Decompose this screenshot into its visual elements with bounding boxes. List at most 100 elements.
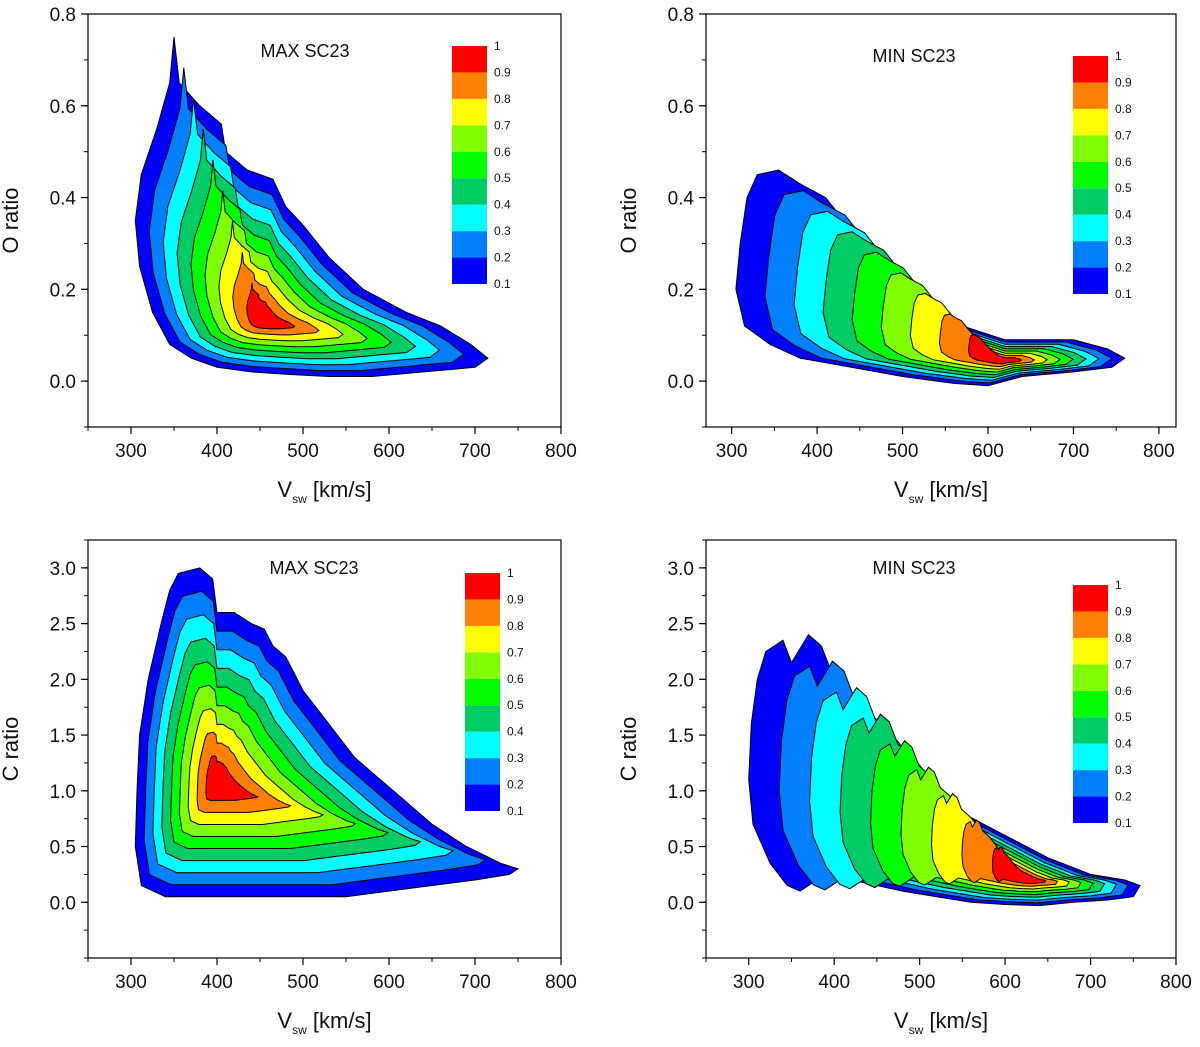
contour-layer xyxy=(134,36,489,377)
legend-swatch-0.4 xyxy=(452,178,487,205)
legend-label: 0.7 xyxy=(1115,128,1132,142)
contour-layer xyxy=(748,633,1141,907)
x-tick-label: 300 xyxy=(115,972,147,993)
contour-band-0.9 xyxy=(991,845,1047,885)
legend-swatch-0.8 xyxy=(465,599,500,626)
x-tick-label: 400 xyxy=(201,972,233,993)
y-tick-label: 0.0 xyxy=(50,372,76,393)
legend-label: 1 xyxy=(507,566,514,580)
legend-label: 1 xyxy=(1115,49,1122,63)
legend-label: 0.5 xyxy=(507,698,524,712)
y-tick-label: 0.6 xyxy=(668,97,694,118)
legend-swatch-0.1 xyxy=(452,257,487,284)
legend-label: 0.2 xyxy=(494,251,511,265)
legend-swatch-0.1 xyxy=(1073,267,1108,294)
x-tick-label: 500 xyxy=(287,441,319,462)
y-tick-label: 2.0 xyxy=(668,670,694,691)
legend-swatch-0.9 xyxy=(1073,56,1108,83)
x-tick-label: 600 xyxy=(989,972,1021,993)
legend-label: 0.9 xyxy=(494,65,511,79)
x-tick-label: 800 xyxy=(545,972,577,993)
legend-swatch-0.6 xyxy=(1073,664,1108,691)
contour-layer xyxy=(134,567,520,898)
x-axis-label-sub: sw xyxy=(292,1023,307,1037)
legend: 0.1 0.2 0.3 0.4 0.5 0.6 0.7 0.8 0.9 1 xyxy=(452,39,511,291)
x-axis-label-unit: [km/s] xyxy=(307,1008,372,1033)
legend-swatch-0.2 xyxy=(1073,241,1108,268)
x-tick-label: 700 xyxy=(459,441,491,462)
legend-label: 0.9 xyxy=(1115,75,1132,89)
y-tick-label: 2.5 xyxy=(668,615,694,636)
contour-band-0.9 xyxy=(967,334,1023,365)
contour-band-0.9 xyxy=(246,282,296,330)
x-axis-label: Vsw [km/s] xyxy=(277,477,371,506)
x-tick-label: 400 xyxy=(801,441,833,462)
plot-frame xyxy=(705,13,1177,428)
legend-label: 0.6 xyxy=(494,145,511,159)
y-tick-label: 0.0 xyxy=(50,893,76,914)
y-tick-label: 0.6 xyxy=(50,97,76,118)
legend-swatch-0.7 xyxy=(465,625,500,653)
legend: 0.1 0.2 0.3 0.4 0.5 0.6 0.7 0.8 0.9 1 xyxy=(1073,49,1132,301)
legend-label: 0.4 xyxy=(1115,208,1132,222)
x-axis-label-main: V xyxy=(894,477,909,502)
legend-label: 0.2 xyxy=(507,778,524,792)
legend-swatch-0.2 xyxy=(465,758,500,785)
chart-title: MAX SC23 xyxy=(260,41,349,61)
y-tick-label: 1.0 xyxy=(668,782,694,803)
legend-label: 0.7 xyxy=(1115,657,1132,671)
chart-title: MIN SC23 xyxy=(872,46,955,66)
x-axis-label-unit: [km/s] xyxy=(923,1008,988,1033)
legend: 0.1 0.2 0.3 0.4 0.5 0.6 0.7 0.8 0.9 1 xyxy=(465,566,524,818)
legend-swatch-0.2 xyxy=(1073,770,1108,797)
legend-swatch-0.9 xyxy=(1073,585,1108,612)
legend-swatch-0.3 xyxy=(452,204,487,232)
y-tick-label: 2.0 xyxy=(50,670,76,691)
contour-band-0.8 xyxy=(938,313,1036,368)
legend-label: 0.6 xyxy=(1115,684,1132,698)
legend-label: 0.5 xyxy=(494,171,511,185)
x-tick-label: 700 xyxy=(1075,972,1107,993)
x-tick-label: 600 xyxy=(972,441,1004,462)
legend-label: 0.8 xyxy=(1115,631,1132,645)
legend-label: 0.4 xyxy=(507,725,524,739)
legend-label: 0.1 xyxy=(494,277,511,291)
legend-swatch-0.6 xyxy=(452,125,487,152)
x-tick-label: 600 xyxy=(373,441,405,462)
legend-swatch-0.9 xyxy=(465,573,500,600)
x-tick-label: 400 xyxy=(201,441,233,462)
x-tick-label: 500 xyxy=(887,441,919,462)
legend-swatch-0.4 xyxy=(465,705,500,732)
legend-swatch-0.8 xyxy=(1073,82,1108,109)
y-tick-label: 3.0 xyxy=(668,559,694,580)
legend-label: 0.7 xyxy=(507,645,524,659)
y-axis-label: C ratio xyxy=(616,717,641,782)
y-tick-label: 0.0 xyxy=(668,893,694,914)
legend-label: 1 xyxy=(1115,578,1122,592)
y-tick-label: 0.2 xyxy=(50,280,76,301)
contour-layer xyxy=(735,169,1126,387)
legend-swatch-0.5 xyxy=(452,151,487,179)
legend-label: 0.4 xyxy=(494,198,511,212)
legend-label: 0.6 xyxy=(507,672,524,686)
y-axis-label: O ratio xyxy=(616,187,641,253)
legend-swatch-0.8 xyxy=(1073,611,1108,638)
legend-label: 0.1 xyxy=(507,804,524,818)
legend-swatch-0.7 xyxy=(452,98,487,126)
legend-label: 0.5 xyxy=(1115,181,1132,195)
x-axis-label: Vsw [km/s] xyxy=(894,1008,988,1037)
x-tick-label: 600 xyxy=(373,972,405,993)
legend-swatch-0.5 xyxy=(465,678,500,706)
contour-band-0.8 xyxy=(961,819,1059,887)
legend-swatch-0.5 xyxy=(1073,690,1108,718)
x-axis-label: Vsw [km/s] xyxy=(277,1008,371,1037)
x-axis-label-sub: sw xyxy=(909,492,924,506)
x-tick-label: 500 xyxy=(287,972,319,993)
panel-bottom-right: 300 400 500 600 700 800 0.0 0.5 1.0 1.5 2.0 2.5 3.0 C… xyxy=(616,539,1192,1037)
legend-label: 0.3 xyxy=(1115,763,1132,777)
legend-swatch-0.7 xyxy=(1073,637,1108,665)
legend-label: 0.8 xyxy=(494,92,511,106)
legend-swatch-0.7 xyxy=(1073,108,1108,136)
x-tick-label: 300 xyxy=(115,441,147,462)
x-axis-label-unit: [km/s] xyxy=(307,477,372,502)
